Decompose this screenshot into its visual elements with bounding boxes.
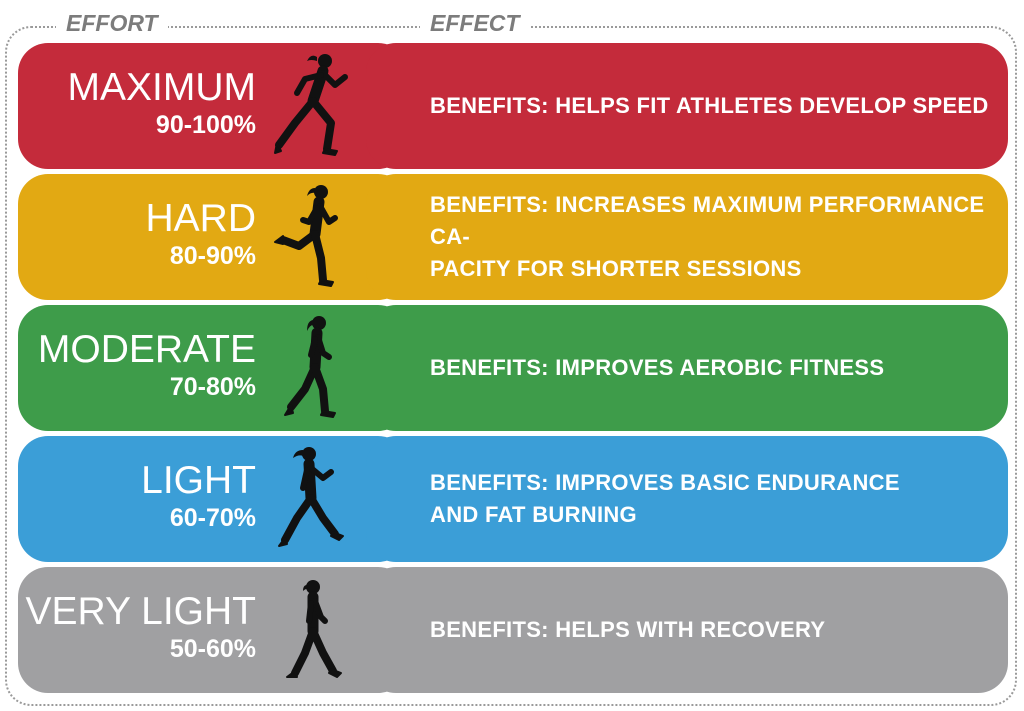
effect-pill [366, 43, 1008, 169]
effort-pill [18, 567, 408, 693]
brisk-walking-person-icon [278, 447, 344, 547]
zone-label: VERY LIGHT [25, 590, 256, 633]
zone-moderate: MODERATE 70-80% BENEFITS: IMPROVES AEROB… [18, 305, 1008, 431]
zone-benefit: BENEFITS: HELPS WITH RECOVERY [430, 617, 826, 642]
effort-header: EFFORT [56, 6, 168, 40]
zone-benefit: BENEFITS: IMPROVES BASIC ENDURANCE AND F… [430, 470, 900, 527]
jogging-person-icon [284, 316, 336, 418]
running-person-icon [274, 185, 338, 287]
effect-pill [366, 567, 1008, 693]
sprinting-runner-icon [274, 54, 348, 156]
zone-label: MAXIMUM [67, 66, 257, 109]
zone-very-light: VERY LIGHT 50-60% BENEFITS: HELPS WITH R… [18, 567, 1008, 693]
zone-benefit: BENEFITS: HELPS FIT ATHLETES DEVELOP SPE… [430, 93, 989, 118]
effect-header: EFFECT [420, 6, 530, 40]
effort-pill [18, 436, 408, 562]
zone-range: 90-100% [155, 111, 256, 139]
zone-label: HARD [145, 197, 256, 240]
zone-range: 60-70% [169, 504, 256, 532]
walking-person-icon [286, 580, 342, 678]
zone-maximum: MAXIMUM 90-100% BENEFITS: HELPS FIT ATHL… [18, 43, 1008, 169]
effect-pill [366, 174, 1008, 300]
zone-hard: HARD 80-90% BENEFITS: INCREASES MAXIMUM … [18, 174, 1008, 300]
zone-range: 80-90% [169, 242, 256, 270]
zone-benefit: BENEFITS: IMPROVES AEROBIC FITNESS [430, 355, 885, 380]
zone-label: MODERATE [37, 328, 256, 371]
effort-pill [18, 305, 408, 431]
effort-pill [18, 174, 408, 300]
zone-light: LIGHT 60-70% BENEFITS: IMPROVES BASIC EN… [18, 436, 1008, 562]
zone-benefit: BENEFITS: INCREASES MAXIMUM PERFORMANCE … [430, 192, 985, 281]
effect-pill [366, 305, 1008, 431]
zone-label: LIGHT [141, 459, 256, 502]
effort-pill [18, 43, 408, 169]
zone-range: 50-60% [169, 635, 256, 663]
zone-range: 70-80% [169, 373, 256, 401]
effect-pill [366, 436, 1008, 562]
